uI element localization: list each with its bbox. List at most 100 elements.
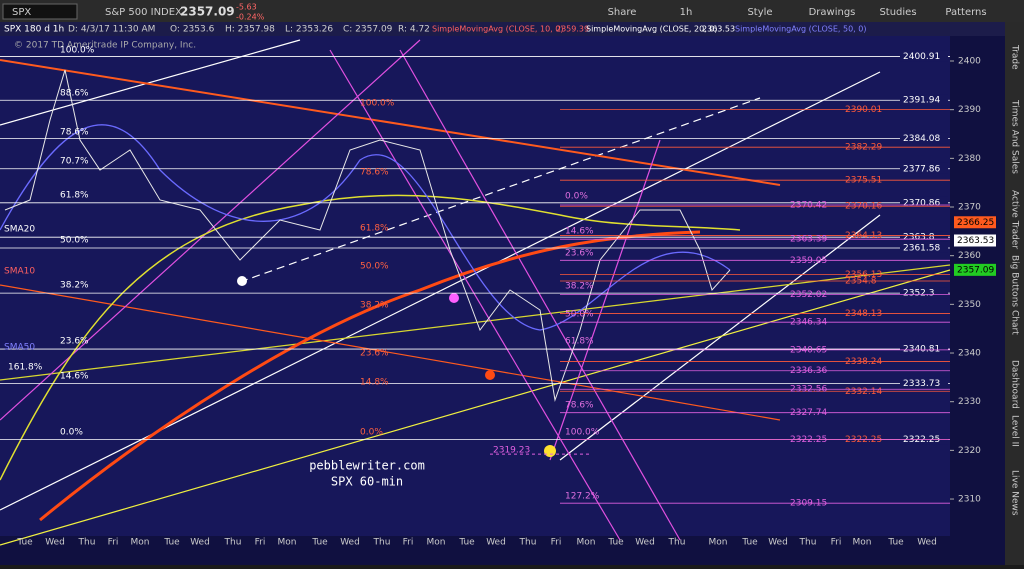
side-tab[interactable]: Times And Sales <box>1010 99 1020 174</box>
toolbar-button[interactable]: Style <box>747 7 772 18</box>
x-tick-label: Mon <box>131 538 150 548</box>
x-tick-label: Tue <box>311 538 328 548</box>
fib-label: 61.8% <box>360 224 389 234</box>
level-tag <box>900 241 948 253</box>
copyright: © 2017 TD Ameritrade IP Company, Inc. <box>14 41 196 51</box>
y-tick-label: 2380 <box>958 154 981 164</box>
toolbar-button[interactable]: 1h <box>680 7 693 18</box>
toolbar-button[interactable]: Patterns <box>945 7 986 18</box>
fib-label: 78.6% <box>60 128 89 138</box>
level-label: 2348.13 <box>845 309 882 319</box>
x-tick-label: Tue <box>887 538 904 548</box>
price-tag-label: 2357.09 <box>957 265 994 275</box>
study-value: 2359.39 <box>556 25 589 34</box>
fib-label: 14.6% <box>60 372 89 382</box>
fib-label: 0.0% <box>60 428 83 438</box>
side-tab[interactable]: Live News <box>1010 470 1020 516</box>
fib-label: 14.6% <box>565 227 594 237</box>
price-tag-label: 2363.53 <box>957 236 994 246</box>
fib-label: 70.7% <box>60 157 89 167</box>
watermark: pebblewriter.com <box>309 459 425 473</box>
x-tick-label: Tue <box>607 538 624 548</box>
price-tag <box>954 234 996 247</box>
side-tab[interactable]: Trade <box>1010 44 1020 70</box>
x-tick-label: Fri <box>831 538 842 548</box>
level-tag <box>900 162 948 174</box>
fib-label: 161.8% <box>8 363 43 373</box>
level-label: 2338.24 <box>845 357 882 367</box>
price-tag <box>954 263 996 276</box>
fib-label: 50.0% <box>60 236 89 246</box>
header-bar <box>0 22 1005 36</box>
study: SimpleMovingAvg (CLOSE, 10, 0) <box>432 25 563 34</box>
x-tick-label: Fri <box>255 538 266 548</box>
fib-label: 38.2% <box>360 301 389 311</box>
y-tick-label: 2370 <box>958 203 981 213</box>
x-tick-label: Thu <box>78 538 96 548</box>
x-tick-label: Fri <box>403 538 414 548</box>
sma-label: SMA10 <box>4 267 35 277</box>
watermark: SPX 60-min <box>331 475 403 489</box>
level-tag <box>900 377 948 389</box>
side-tab[interactable]: Chart <box>1010 310 1020 335</box>
last-price: 2357.09 <box>180 5 235 19</box>
symbol[interactable]: SPX <box>12 7 31 18</box>
price-axis <box>950 36 1005 536</box>
toolbar-button[interactable]: Drawings <box>809 7 856 18</box>
level-tag <box>900 343 948 355</box>
level-tag <box>900 287 948 299</box>
sma-label: SMA20 <box>4 225 35 235</box>
level-label: 2340.65 <box>790 345 827 355</box>
symbol-name: S&P 500 INDEX <box>105 7 182 18</box>
ohlc: L: 2353.26 <box>285 25 333 35</box>
x-tick-label: Wed <box>768 538 788 548</box>
level-tag <box>900 94 948 106</box>
marker <box>449 293 459 303</box>
x-tick-label: Mon <box>853 538 872 548</box>
level-label: 2370.16 <box>845 202 882 212</box>
level-label: 2309.15 <box>790 499 827 509</box>
fib-label: 78.6% <box>360 168 389 178</box>
x-tick-label: Wed <box>635 538 655 548</box>
y-tick-label: 2350 <box>958 300 981 310</box>
fib-label: 61.8% <box>565 337 594 347</box>
level-label: 2370.86 <box>903 198 940 208</box>
level-label: 2346.34 <box>790 318 827 328</box>
marker <box>485 370 495 380</box>
fib-label: 78.6% <box>565 401 594 411</box>
sma-label: SMA50 <box>4 343 35 353</box>
level-label: 2370.42 <box>790 200 827 210</box>
fib-label: 100.0% <box>360 99 395 109</box>
y-tick-label: 2330 <box>958 397 981 407</box>
side-tab[interactable]: Big Buttons <box>1010 255 1020 307</box>
toolbar-button[interactable]: Studies <box>879 7 916 18</box>
toolbar-button[interactable]: Share <box>608 7 637 18</box>
level-label: 2390.01 <box>845 105 882 115</box>
fib-label: 100.0% <box>60 46 95 56</box>
level-label: 2322.25 <box>903 435 940 445</box>
x-tick-label: Wed <box>45 538 65 548</box>
symbol-box[interactable] <box>2 3 78 20</box>
y-tick-label: 2310 <box>958 495 981 505</box>
side-tab[interactable]: Level II <box>1010 415 1020 447</box>
ohlc: O: 2353.6 <box>170 25 215 35</box>
x-tick-label: Wed <box>340 538 360 548</box>
y-tick-label: 2360 <box>958 251 981 261</box>
x-tick-label: Thu <box>224 538 242 548</box>
ohlc: C: 2357.09 <box>343 25 393 35</box>
fib-label: 38.2% <box>60 281 89 291</box>
ohlc: H: 2357.98 <box>225 25 275 35</box>
level-label: 2333.73 <box>903 379 940 389</box>
level-label: 2336.36 <box>790 366 827 376</box>
y-tick-label: 2400 <box>958 57 981 67</box>
side-tab[interactable]: Active Trader <box>1010 190 1020 249</box>
side-tab[interactable]: Dashboard <box>1010 360 1020 409</box>
level-tag <box>900 433 948 445</box>
fib-label: 0.0% <box>360 428 383 438</box>
fib-label: 61.8% <box>60 191 89 201</box>
fib-label: 88.6% <box>60 89 89 99</box>
chart-area <box>0 36 950 536</box>
x-tick-label: Mon <box>709 538 728 548</box>
marker <box>544 445 556 457</box>
fib-label: 0.0% <box>565 192 588 202</box>
